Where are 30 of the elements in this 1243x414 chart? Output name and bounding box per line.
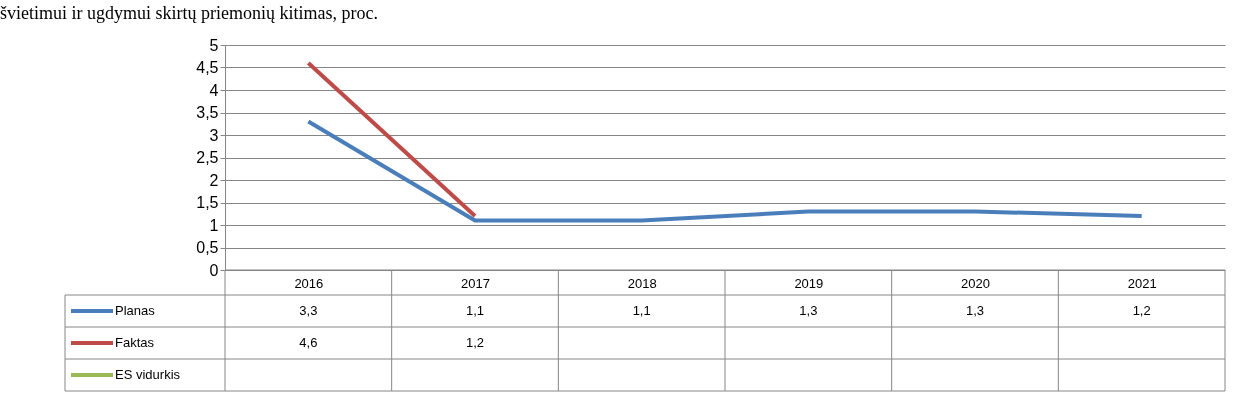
y-tick-label: 4 (209, 81, 219, 99)
data-label: 1,1 (632, 303, 651, 318)
y-tick-label: 2 (209, 171, 219, 189)
x-tick-label: 2018 (627, 275, 657, 291)
y-tick-label: 2,5 (196, 149, 219, 166)
x-tick-label: 2016 (294, 275, 324, 291)
y-tick-label: 0 (209, 261, 219, 279)
line-series (306, 119, 1144, 223)
y-tick-label: 4,5 (196, 59, 219, 76)
data-label: 1,2 (465, 335, 485, 350)
y-tick-label: 0,5 (196, 239, 219, 256)
y-tick-label: 3 (209, 126, 219, 144)
y-tick-label: 1 (209, 216, 219, 234)
data-label: 1,1 (465, 303, 485, 318)
x-tick-label: 2017 (461, 275, 490, 291)
x-tick-label: 2021 (1127, 275, 1157, 291)
y-tick-label: 3,5 (196, 104, 219, 121)
x-tick-label: 2019 (794, 275, 824, 291)
data-label: 1,3 (799, 303, 818, 318)
legend-label: Planas (115, 303, 156, 318)
data-label: 1,2 (1132, 303, 1151, 318)
x-tick-label: 2020 (961, 275, 990, 291)
data-label: 4,6 (299, 335, 318, 350)
legend-label: ES vidurkis (115, 367, 181, 382)
y-tick-label: 1,5 (196, 194, 219, 211)
data-label: 3,3 (299, 303, 318, 318)
legend-label: Faktas (115, 335, 155, 350)
chart-title: švietimui ir ugdymui skirtų priemonių kitimas, proc. (0, 3, 378, 23)
y-tick-label: 5 (209, 36, 219, 54)
data-label: 1,3 (965, 303, 985, 318)
